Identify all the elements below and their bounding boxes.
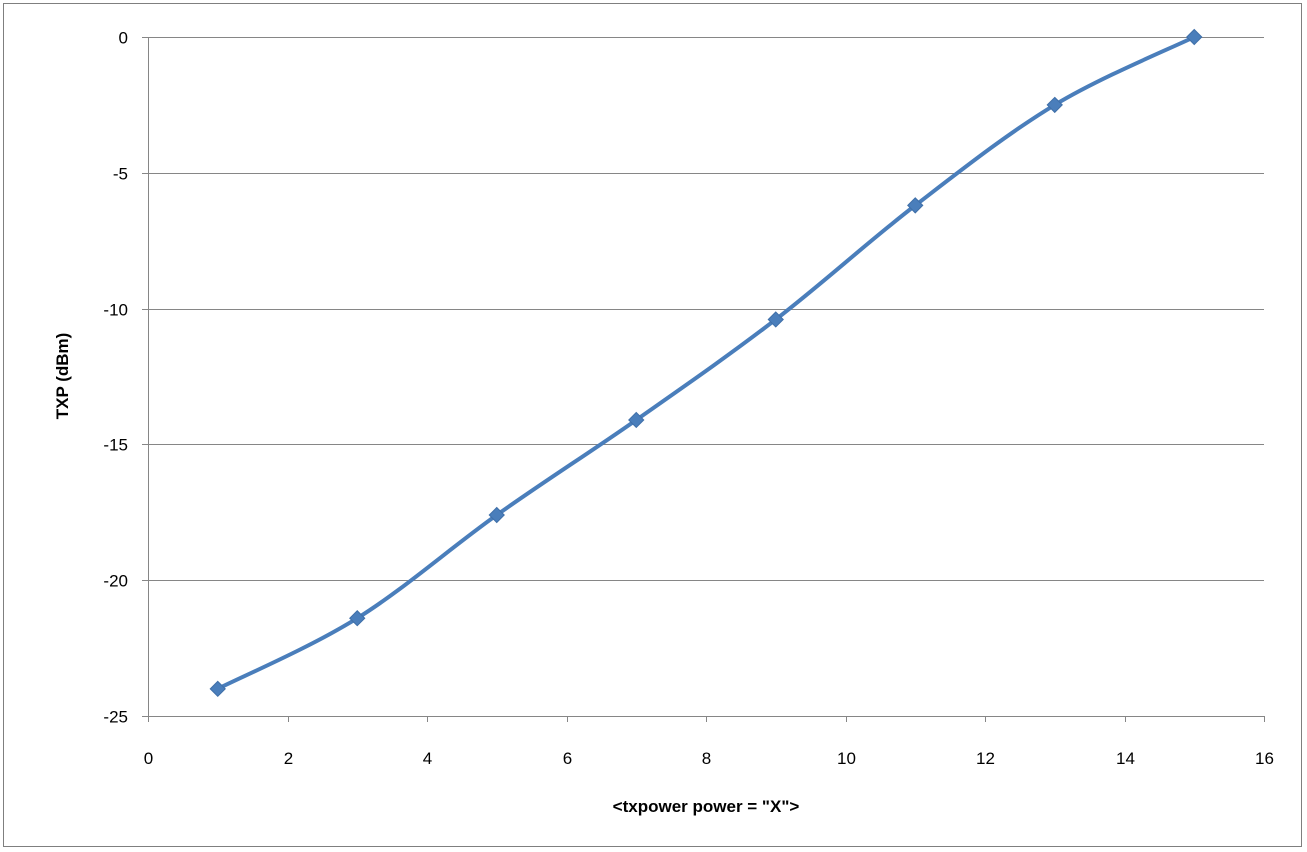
- chart-frame: [3, 3, 1302, 847]
- x-tick-label-1: 2: [284, 749, 293, 768]
- gridlines: [142, 37, 1265, 722]
- x-tick-label-3: 6: [563, 749, 572, 768]
- data-point-3: [628, 411, 645, 429]
- data-point-5: [907, 197, 924, 214]
- series-layer: [209, 28, 1203, 698]
- x-axis-title: <txpower power = "X">: [613, 797, 800, 816]
- data-point-2: [488, 506, 505, 524]
- axes: [148, 37, 1264, 717]
- y-tick-label-3: -15: [103, 436, 128, 455]
- data-point-4: [767, 311, 784, 328]
- data-point-7: [1186, 28, 1203, 46]
- tick-labels: 0 -5 -10 -15 -20 -25 0 2 4 6 8 10 12 14 16: [103, 29, 1274, 769]
- x-tick-label-2: 4: [423, 749, 432, 768]
- data-point-0: [209, 680, 226, 698]
- y-tick-label-5: -25: [103, 708, 128, 727]
- data-point-1: [349, 610, 366, 627]
- y-tick-label-1: -5: [113, 165, 128, 184]
- y-tick-label-0: 0: [119, 29, 128, 48]
- x-tick-label-6: 12: [976, 749, 995, 768]
- y-tick-label-4: -20: [103, 572, 128, 591]
- x-tick-label-5: 10: [837, 749, 856, 768]
- y-tick-label-2: -10: [103, 301, 128, 320]
- x-tick-label-7: 14: [1116, 749, 1135, 768]
- y-axis-title: TXP (dBm): [53, 333, 72, 420]
- x-tick-label-8: 16: [1255, 749, 1274, 768]
- x-tick-label-4: 8: [702, 749, 711, 768]
- data-point-6: [1046, 96, 1063, 114]
- series-line-0: [215, 35, 1197, 691]
- x-tick-label-0: 0: [144, 749, 153, 768]
